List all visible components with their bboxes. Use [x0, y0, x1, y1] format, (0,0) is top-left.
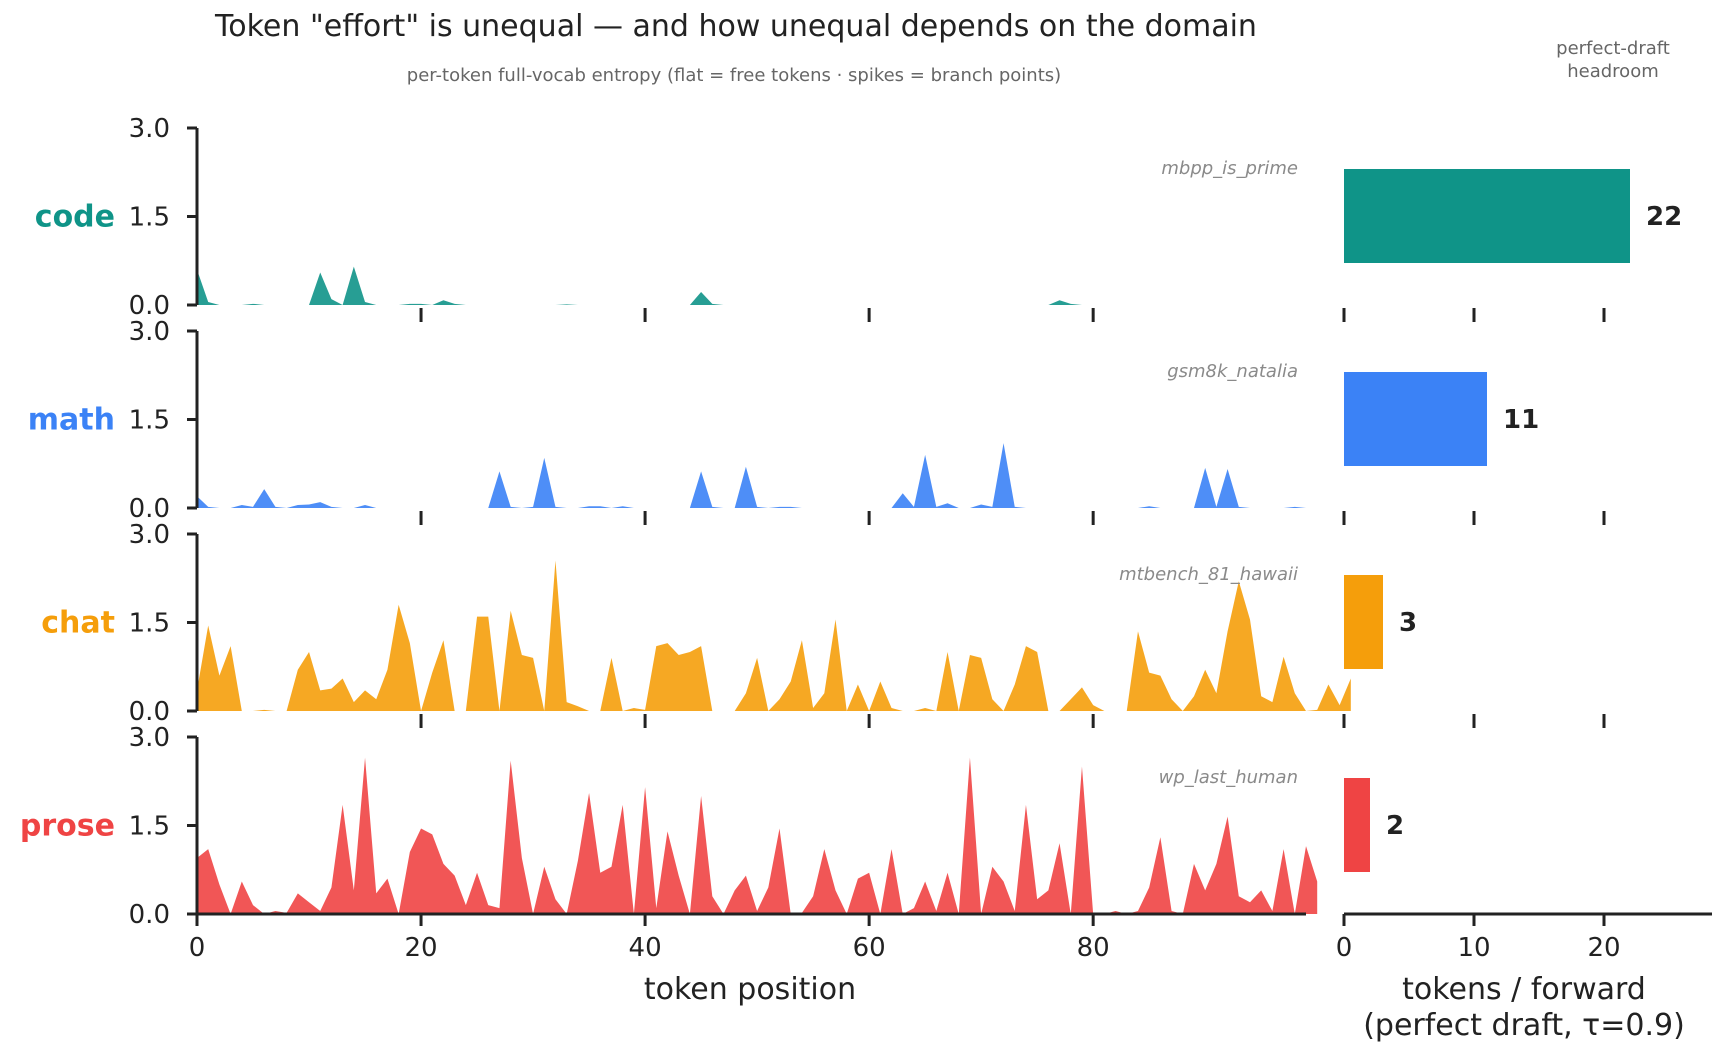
- row-math: 0.0 1.5 3.0 math gsm8k_natalia 11: [28, 317, 1606, 525]
- sample-name-math: gsm8k_natalia: [1167, 361, 1298, 382]
- headroom-bar-code: [1344, 169, 1630, 263]
- entropy-area-prose: [197, 757, 1318, 914]
- y-tick-label-math: 3.0: [129, 317, 170, 347]
- y-tick-label-math: 1.5: [129, 406, 170, 436]
- headroom-axis-label-line2: (perfect draft, τ=0.9): [1363, 1008, 1685, 1043]
- headroom-tick-label: 10: [1457, 933, 1490, 963]
- headroom-bar-prose: [1344, 778, 1370, 872]
- headroom-header-line2: headroom: [1567, 61, 1659, 82]
- y-tick-label-prose: 0.0: [129, 900, 170, 930]
- headroom-header-line1: perfect-draft: [1556, 38, 1670, 59]
- x-tick-label: 20: [404, 933, 437, 963]
- headroom-tick-label: 20: [1587, 933, 1620, 963]
- sample-name-chat: mtbench_81_hawaii: [1119, 564, 1298, 585]
- headroom-axis-label-line1: tokens / forward: [1402, 972, 1646, 1007]
- x-tick-label: 60: [853, 933, 886, 963]
- x-tick-label: 80: [1077, 933, 1110, 963]
- headroom-value-math: 11: [1503, 405, 1539, 435]
- y-tick-label-chat: 0.0: [129, 697, 170, 727]
- entropy-area-math: [197, 443, 1306, 508]
- y-tick-label-math: 0.0: [129, 494, 170, 524]
- x-axis-label: token position: [644, 972, 856, 1007]
- row-label-math: math: [28, 403, 115, 438]
- y-tick-label-chat: 3.0: [129, 520, 170, 550]
- x-tick-label: 40: [629, 933, 662, 963]
- y-tick-label-code: 0.0: [129, 291, 170, 321]
- headroom-value-code: 22: [1646, 202, 1682, 232]
- panel-rows: 0.0 1.5 3.0 code mbpp_is_prime 22 0.0 1.5 3.0 mat…: [20, 114, 1712, 963]
- row-code: 0.0 1.5 3.0 code mbpp_is_prime 22: [35, 114, 1682, 322]
- chart-title: Token "effort" is unequal — and how uneq…: [214, 9, 1257, 44]
- y-tick-label-code: 1.5: [129, 203, 170, 233]
- row-chat: 0.0 1.5 3.0 chat mtbench_81_hawaii 3: [41, 520, 1606, 728]
- sample-name-prose: wp_last_human: [1159, 767, 1298, 788]
- y-tick-label-code: 3.0: [129, 114, 170, 144]
- headroom-value-prose: 2: [1386, 811, 1404, 841]
- chart-subtitle: per-token full-vocab entropy (flat = fre…: [407, 65, 1061, 86]
- headroom-bar-chat: [1344, 575, 1383, 669]
- x-tick-label: 0: [189, 933, 206, 963]
- entropy-area-code: [197, 266, 1306, 305]
- row-label-code: code: [35, 200, 115, 235]
- row-label-prose: prose: [20, 809, 115, 844]
- sample-name-code: mbpp_is_prime: [1161, 158, 1298, 179]
- y-tick-label-prose: 1.5: [129, 812, 170, 842]
- y-tick-label-prose: 3.0: [129, 723, 170, 753]
- headroom-tick-label: 0: [1336, 933, 1353, 963]
- y-tick-label-chat: 1.5: [129, 609, 170, 639]
- headroom-value-chat: 3: [1399, 608, 1417, 638]
- headroom-bar-math: [1344, 372, 1487, 466]
- row-label-chat: chat: [41, 606, 115, 641]
- entropy-area-chat: [197, 560, 1351, 711]
